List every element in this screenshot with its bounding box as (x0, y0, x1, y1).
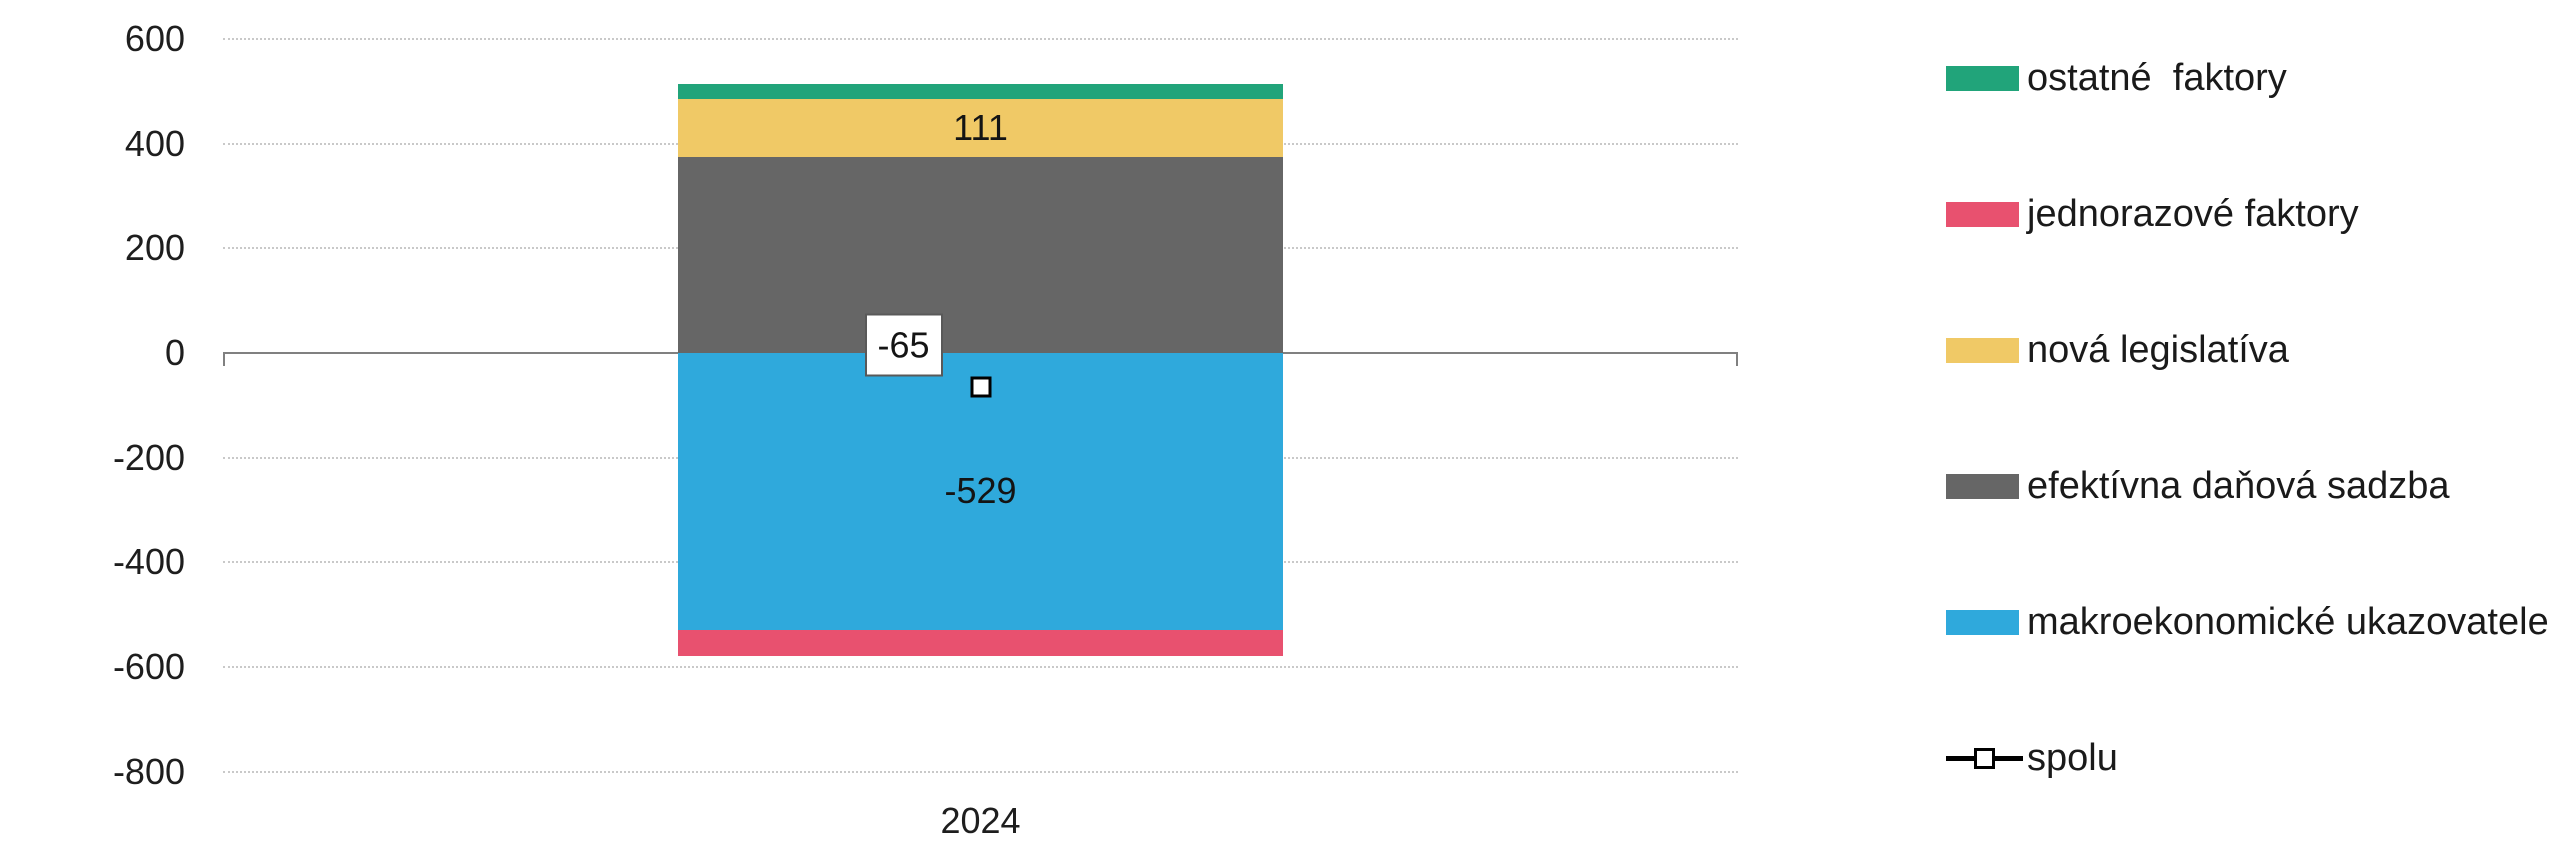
gridline (223, 37, 1738, 40)
bar-segment-jednorazove-faktory (678, 629, 1283, 656)
legend-item-label: makroekonomické ukazovatele (2027, 600, 2549, 643)
bar-segment-makroekonomicke-ukazovatele (678, 353, 1283, 630)
data-label-box: -65 (864, 313, 943, 377)
legend-swatch-icon (1946, 609, 2019, 635)
y-axis-tick-label: 0 (164, 332, 185, 373)
axis-tick-mark (223, 353, 225, 366)
y-axis-tick-label: -800 (112, 750, 185, 792)
y-axis-tick-label: -600 (112, 646, 185, 688)
gridline (223, 666, 1738, 669)
legend-item-ostatne-faktory: ostatné faktory (1946, 56, 2287, 100)
legend-swatch-icon (1946, 201, 2019, 227)
legend-item-label: efektívna daňová sadzba (2027, 464, 2450, 507)
bar-segment-ostatne-faktory (678, 84, 1283, 100)
gridline (223, 770, 1738, 773)
bar-segment-nova-legislativa (678, 99, 1283, 158)
data-label: -529 (944, 470, 1017, 512)
bar-segment-efektivna-danova-sadzba (678, 157, 1283, 353)
x-axis-category-label: 2024 (940, 800, 1021, 841)
legend-item-label: jednorazové faktory (2027, 192, 2359, 235)
legend-item-label: nová legislatíva (2027, 328, 2289, 371)
y-axis-tick-label: 200 (124, 227, 185, 269)
y-axis-tick-label: 400 (124, 122, 185, 164)
legend-item-makroekonomicke-ukazovatele: makroekonomické ukazovatele (1946, 600, 2549, 644)
axis-tick-mark (1736, 353, 1738, 366)
legend-swatch-icon (1946, 473, 2019, 499)
legend-item-jednorazove-faktory: jednorazové faktory (1946, 192, 2359, 236)
legend-item-spolu: spolu (1946, 736, 2118, 780)
legend-item-label: spolu (2027, 736, 2118, 779)
legend-open-square-icon (1974, 747, 1995, 769)
legend-item-nova-legislativa: nová legislatíva (1946, 328, 2289, 372)
legend-item-label: ostatné faktory (2027, 56, 2287, 99)
data-label: 111 (953, 107, 1008, 149)
legend-swatch-icon (1946, 337, 2019, 363)
y-axis-tick-label: -400 (112, 541, 185, 583)
y-axis-tick-label: 600 (124, 17, 185, 59)
total-marker-spolu (970, 376, 991, 398)
legend-line-marker-icon (1946, 746, 2023, 771)
legend-item-efektivna-danova-sadzba: efektívna daňová sadzba (1946, 464, 2450, 508)
legend-swatch-icon (1946, 65, 2019, 91)
y-axis-tick-label: -200 (112, 436, 185, 478)
